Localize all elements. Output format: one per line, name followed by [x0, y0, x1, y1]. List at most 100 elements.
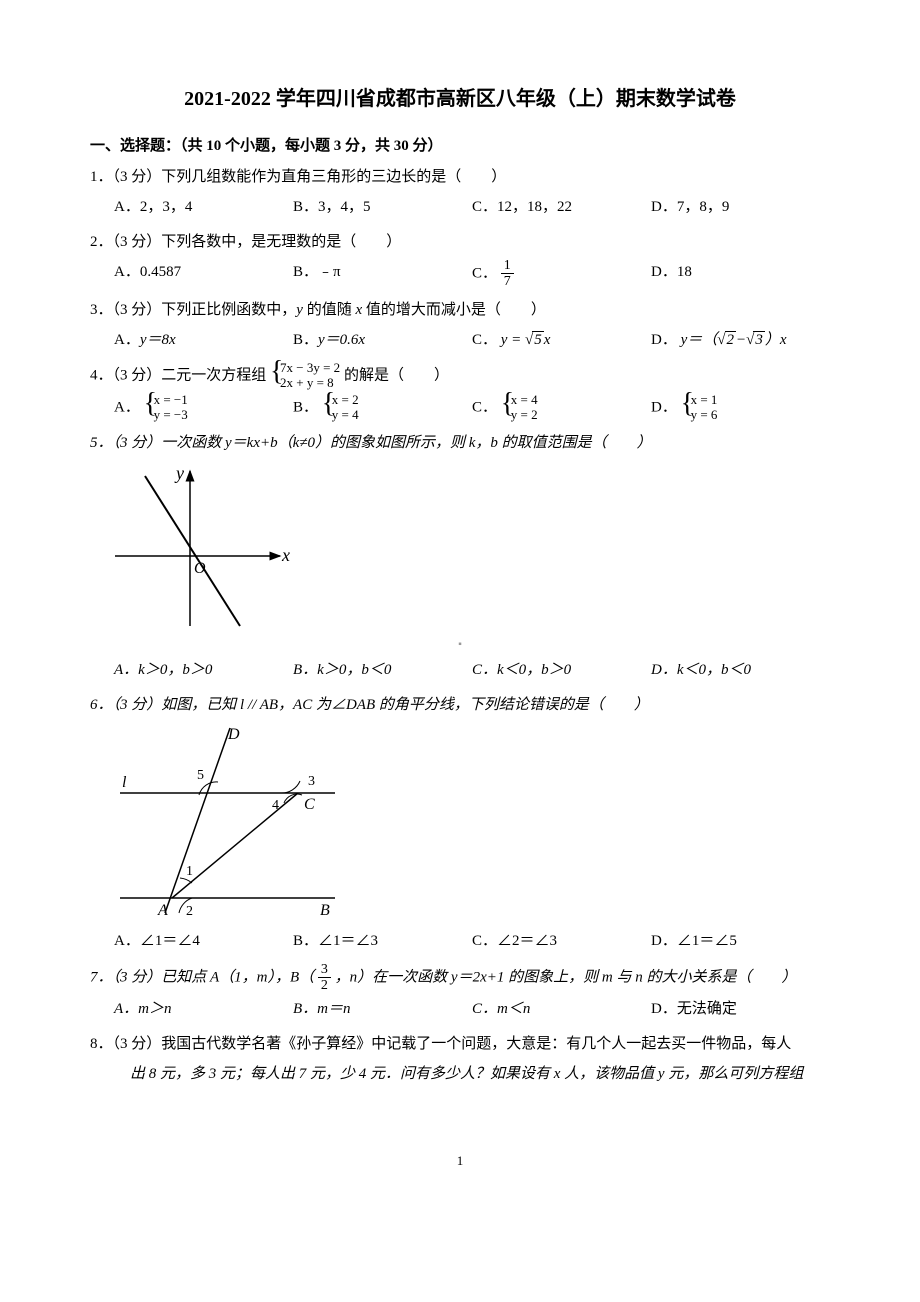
q3-d-eq-post: ）x [765, 332, 787, 348]
q6-option-a: A．∠1＝∠4 [114, 927, 293, 956]
question-5-stem: 5．（3 分）一次函数 y＝kx+b（k≠0）的图象如图所示，则 k，b 的取值… [90, 429, 830, 458]
q7-stem-mid: ，n）在一次函数 y＝2x+1 的图象上，则 m 与 n 的大小关系是（ ） [335, 969, 797, 985]
q3-c-eq: y = √5x [501, 332, 551, 348]
q8-line2-text: 出 8 元，多 3 元；每人出 7 元，少 4 元．问有多少人？如果设有 x 人… [130, 1066, 803, 1082]
q4-a-sys: x = −1 y = −3 [144, 393, 188, 423]
q1-option-c: C．12，18，22 [472, 193, 651, 222]
question-5-options: A．k＞0，b＞0 B．k＞0，b＜0 C．k＜0，b＞0 D．k＜0，b＜0 [90, 656, 830, 685]
question-1-stem: 1．（3 分）下列几组数能作为直角三角形的三边长的是（ ） [90, 163, 830, 192]
question-8-line2: 出 8 元，多 3 元；每人出 7 元，少 4 元．问有多少人？如果设有 x 人… [90, 1060, 830, 1089]
q5-option-c: C．k＜0，b＞0 [472, 656, 651, 685]
q5-stem-text: 5．（3 分）一次函数 y＝kx+b（k≠0）的图象如图所示，则 k，b 的取值… [90, 435, 652, 451]
q4-b-pre: B． [293, 399, 318, 415]
question-2-stem: 2．（3 分）下列各数中，是无理数的是（ ） [90, 228, 830, 257]
question-7-stem: 7．（3 分）已知点 A（1，m），B（ 3 2 ，n）在一次函数 y＝2x+1… [90, 962, 830, 994]
page-number: 1 [90, 1149, 830, 1174]
q7-option-b: B．m＝n [293, 995, 472, 1024]
q7-option-c: C．m＜n [472, 995, 651, 1024]
q6-option-d: D．∠1＝∠5 [651, 927, 830, 956]
question-2-options: A．0.4587 B．﹣π C． 1 7 D．18 [90, 258, 830, 290]
q3-d-rad1: 2 [725, 331, 737, 348]
question-4-options: A． x = −1 y = −3 B． x = 2 y = 4 C． x = 4… [90, 393, 830, 423]
q4-c-sys: x = 4 y = 2 [501, 393, 538, 423]
q4-c-r2: y = 2 [511, 408, 538, 423]
q3-option-d: D． y＝（√2−√3）x [651, 326, 830, 355]
q2-option-b: B．﹣π [293, 258, 472, 290]
q3-d-minus: − [736, 332, 746, 348]
q7-frac-den: 2 [318, 978, 331, 993]
q6-label-b: B [320, 902, 330, 919]
q3-b-pre: B． [293, 332, 318, 348]
q4-d-r1: x = 1 [691, 393, 718, 408]
q3-c-rad: 5 [532, 331, 544, 348]
q6-label-a: A [157, 902, 168, 919]
q1-option-d: D．7，8，9 [651, 193, 830, 222]
q3-a-eq: y＝8x [140, 332, 176, 348]
q2-option-c: C． 1 7 [472, 258, 651, 290]
q7-frac-num: 3 [318, 962, 331, 978]
q3-d-sqrt2: √3 [746, 326, 765, 355]
q6-label-c: C [304, 796, 315, 813]
q3-c-eq-post: x [544, 332, 551, 348]
q5-option-a: A．k＞0，b＞0 [114, 656, 293, 685]
q7-fraction: 3 2 [318, 962, 331, 994]
q4-d-pre: D． [651, 399, 677, 415]
q3-c-eq-pre: y = [501, 332, 525, 348]
section-1-heading: 一、选择题：（共 10 个小题，每小题 3 分，共 30 分） [90, 132, 830, 161]
question-4-stem: 4．（3 分）二元一次方程组 7x − 3y = 2 2x + y = 8 的解… [90, 361, 830, 391]
q3-d-eq-pre: y＝（ [681, 332, 718, 348]
q4-d-sys: x = 1 y = 6 [681, 393, 718, 423]
q3-stem-mid: 的值随 [303, 302, 356, 318]
q3-b-eq: y＝0.6x [318, 332, 365, 348]
q5-option-b: B．k＞0，b＜0 [293, 656, 472, 685]
q3-d-eq: y＝（√2−√3）x [681, 332, 787, 348]
q4-option-c: C． x = 4 y = 2 [472, 393, 651, 423]
q4-sys-r1: 7x − 3y = 2 [280, 361, 340, 376]
question-6-stem: 6．（3 分）如图，已知 l // AB，AC 为∠DAB 的角平分线，下列结论… [90, 691, 830, 720]
q6-stem-text: 6．（3 分）如图，已知 l // AB，AC 为∠DAB 的角平分线，下列结论… [90, 697, 649, 713]
q6-option-c: C．∠2＝∠3 [472, 927, 651, 956]
question-8-line1: 8．（3 分）我国古代数学名著《孙子算经》中记载了一个问题，大意是：有几个人一起… [90, 1030, 830, 1059]
q4-b-r1: x = 2 [332, 393, 359, 408]
question-3-options: A．y＝8x B．y＝0.6x C． y = √5x D． y＝（√2−√3）x [90, 326, 830, 355]
q3-d-pre: D． [651, 332, 677, 348]
q3-stem-pre: 3．（3 分）下列正比例函数中， [90, 302, 296, 318]
q5-label-x: x [281, 545, 290, 565]
q3-c-pre: C． [472, 332, 497, 348]
q3-option-a: A．y＝8x [114, 326, 293, 355]
question-1-options: A．2，3，4 B．3，4，5 C．12，18，22 D．7，8，9 [90, 193, 830, 222]
question-7-options: A．m＞n B．m＝n C．m＜n D．无法确定 [90, 995, 830, 1024]
q7-stem-pre: 7．（3 分）已知点 A（1，m），B（ [90, 969, 314, 985]
q4-option-a: A． x = −1 y = −3 [114, 393, 293, 423]
exam-title: 2021-2022 学年四川省成都市高新区八年级（上）期末数学试卷 [90, 80, 830, 118]
q5-mark-icon: ▪ [90, 635, 830, 654]
q6-label-5: 5 [197, 768, 204, 783]
q4-d-r2: y = 6 [691, 408, 718, 423]
q6-option-b: B．∠1＝∠3 [293, 927, 472, 956]
q3-option-b: B．y＝0.6x [293, 326, 472, 355]
q6-label-1: 1 [186, 864, 193, 879]
q2-c-num: 1 [501, 258, 514, 274]
q1-option-a: A．2，3，4 [114, 193, 293, 222]
q4-a-pre: A． [114, 399, 140, 415]
q5-option-d: D．k＜0，b＜0 [651, 656, 830, 685]
q2-option-a: A．0.4587 [114, 258, 293, 290]
q4-option-d: D． x = 1 y = 6 [651, 393, 830, 423]
q6-label-d: D [227, 726, 240, 743]
q4-system: 7x − 3y = 2 2x + y = 8 [270, 361, 340, 391]
q3-stem-post: 值的增大而减小是（ ） [362, 302, 546, 318]
q5-figure: y x O [110, 461, 300, 631]
q2-c-prefix: C． [472, 265, 497, 281]
q7-option-a: A．m＞n [114, 995, 293, 1024]
q4-option-b: B． x = 2 y = 4 [293, 393, 472, 423]
question-6-options: A．∠1＝∠4 B．∠1＝∠3 C．∠2＝∠3 D．∠1＝∠5 [90, 927, 830, 956]
q6-label-2: 2 [186, 904, 193, 919]
q7-option-d: D．无法确定 [651, 995, 830, 1024]
q2-c-den: 7 [501, 274, 514, 289]
q5-label-o: O [194, 560, 206, 577]
q6-label-l: l [122, 774, 127, 791]
q4-c-r1: x = 4 [511, 393, 538, 408]
q6-label-3: 3 [308, 774, 315, 789]
q3-d-rad2: 3 [753, 331, 765, 348]
q3-a-pre: A． [114, 332, 140, 348]
